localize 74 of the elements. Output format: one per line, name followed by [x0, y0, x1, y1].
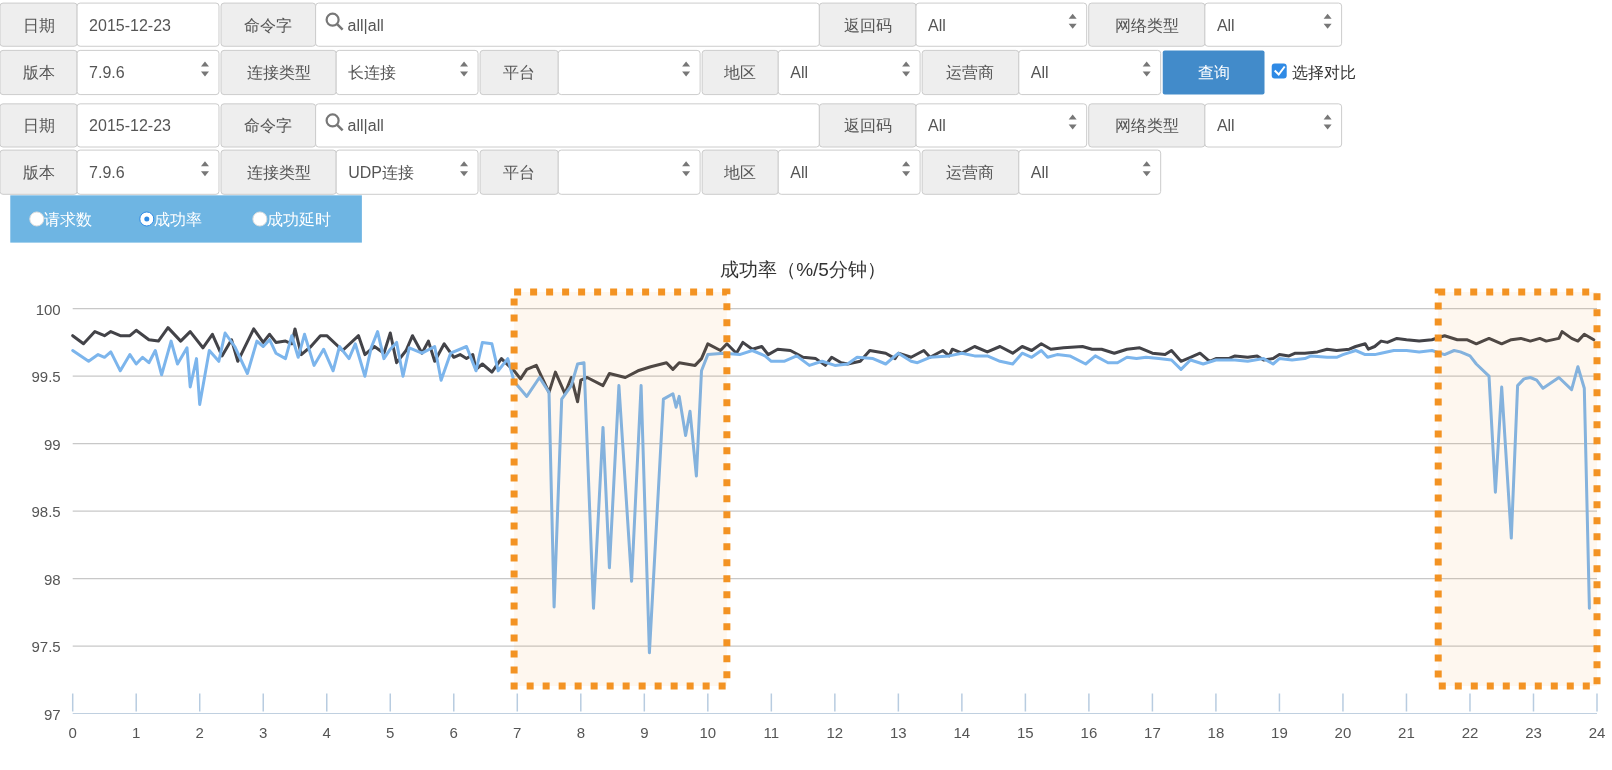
x-tick-label: 24 — [1588, 723, 1606, 741]
text: 网络类型 — [1114, 16, 1179, 34]
text: 选择对比 — [1291, 64, 1356, 82]
y-tick-label: 97 — [44, 705, 61, 723]
text: 版本 — [22, 164, 55, 182]
text: UDP连接 — [348, 164, 414, 182]
x-tick-label: 12 — [826, 723, 844, 741]
x-tick-label: 7 — [513, 723, 522, 741]
x-tick-label: 5 — [386, 723, 395, 741]
text: 7.9.6 — [89, 64, 125, 82]
y-tick-label: 97.5 — [31, 638, 61, 656]
text: all|all — [347, 117, 384, 135]
chart-title: 成功率（%/5分钟） — [720, 259, 886, 280]
text: 成功延时 — [266, 210, 331, 228]
text: 7.9.6 — [89, 164, 125, 182]
text: 网络类型 — [1114, 117, 1179, 135]
text: 版本 — [22, 64, 55, 82]
text: 长连接 — [348, 64, 397, 82]
text: 连接类型 — [246, 164, 311, 182]
x-tick-label: 1 — [132, 723, 141, 741]
text: 请求数 — [43, 210, 92, 228]
x-tick-label: 3 — [259, 723, 268, 741]
y-tick-label: 100 — [35, 300, 61, 318]
text: 平台 — [503, 64, 536, 82]
x-tick-label: 16 — [1080, 723, 1098, 741]
text: 命令字 — [244, 117, 293, 135]
x-tick-label: 23 — [1525, 723, 1542, 741]
x-tick-label: 2 — [195, 723, 204, 741]
x-tick-label: 19 — [1271, 723, 1288, 741]
text: 地区 — [723, 64, 757, 82]
y-tick-label: 99.5 — [31, 368, 61, 386]
x-tick-label: 21 — [1398, 723, 1415, 741]
text: All — [928, 117, 946, 135]
line-series — [71, 330, 1591, 655]
text: All — [1216, 16, 1235, 34]
x-tick-label: 20 — [1334, 723, 1352, 741]
text: All — [1030, 164, 1049, 182]
x-tick-label: 9 — [640, 723, 649, 741]
text: 地区 — [723, 164, 757, 182]
x-tick-label: 15 — [1017, 723, 1034, 741]
x-tick-label: 22 — [1461, 723, 1479, 741]
x-tick-label: 18 — [1207, 723, 1225, 741]
x-tick-label: 17 — [1144, 723, 1161, 741]
x-tick-label: 0 — [68, 723, 77, 741]
text: 连接类型 — [246, 64, 311, 82]
y-tick-label: 98 — [44, 570, 61, 588]
x-tick-label: 8 — [576, 723, 585, 741]
line-series — [71, 326, 1596, 404]
text: 成功率 — [153, 210, 202, 228]
text: All — [790, 164, 809, 182]
text: all|all — [347, 16, 384, 34]
x-tick-label: 11 — [763, 723, 780, 741]
text: 查询 — [1197, 64, 1230, 82]
x-tick-label: 6 — [449, 723, 458, 741]
text: 平台 — [503, 164, 536, 182]
text: All — [928, 16, 946, 34]
text: 运营商 — [946, 164, 995, 182]
text: All — [1030, 64, 1049, 82]
text: 返回码 — [843, 16, 892, 34]
text: All — [790, 64, 809, 82]
x-tick-label: 4 — [322, 723, 331, 741]
x-tick-label: 10 — [699, 723, 717, 741]
y-tick-label: 99 — [44, 435, 61, 453]
text: 命令字 — [244, 16, 293, 34]
y-tick-label: 98.5 — [31, 503, 61, 521]
x-tick-label: 14 — [953, 723, 971, 741]
x-tick-label: 13 — [890, 723, 907, 741]
text: 日期 — [22, 16, 55, 34]
text: 2015-12-23 — [89, 16, 172, 34]
text: 2015-12-23 — [89, 117, 172, 135]
text: All — [1216, 117, 1235, 135]
text: 返回码 — [843, 117, 892, 135]
text: 日期 — [22, 117, 55, 135]
text: 运营商 — [946, 64, 995, 82]
